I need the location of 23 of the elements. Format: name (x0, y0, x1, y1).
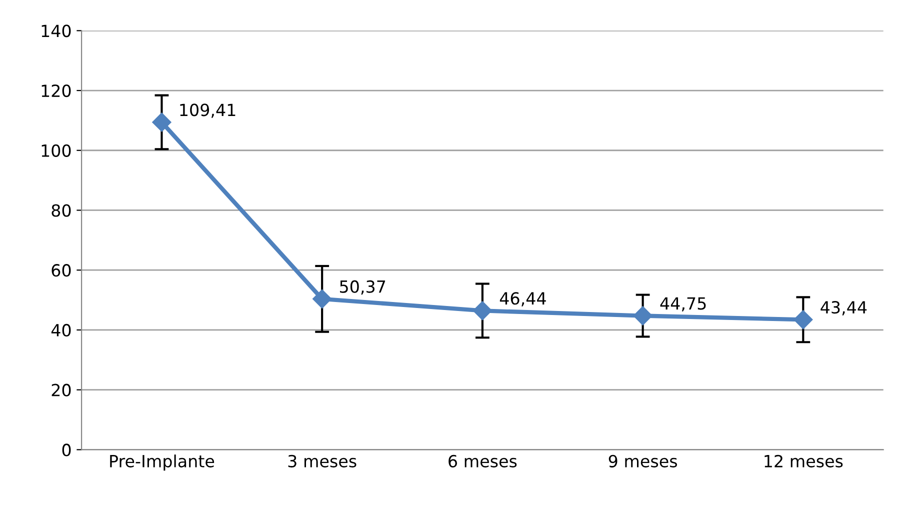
data-label: 46,44 (500, 292, 546, 306)
point (794, 310, 813, 330)
data-label: 109,41 (180, 104, 236, 118)
y-tick-label: 60 (52, 264, 71, 277)
y-tick-label: 40 (51, 324, 71, 337)
y-tick-label: 140 (42, 24, 71, 38)
point (633, 306, 652, 326)
point (472, 301, 492, 320)
point (152, 112, 172, 132)
data-label: 43,44 (820, 301, 867, 316)
x-tick-label: 12 meses (764, 454, 843, 468)
x-tick-label: 3 meses (288, 454, 356, 468)
y-tick-label: 80 (52, 204, 71, 217)
y-tick-label: 120 (42, 84, 71, 98)
y-tick-label: 100 (42, 144, 71, 157)
x-tick-label: 9 meses (608, 454, 677, 468)
point (312, 289, 332, 308)
y-tick-label: 20 (52, 384, 71, 396)
y-tick-label: 0 (62, 444, 71, 456)
data-label: 44,75 (660, 297, 706, 312)
x-tick-label: Pre-Implante (110, 454, 214, 471)
data-label: 50,37 (340, 280, 386, 295)
x-tick-label: 6 meses (448, 454, 517, 468)
